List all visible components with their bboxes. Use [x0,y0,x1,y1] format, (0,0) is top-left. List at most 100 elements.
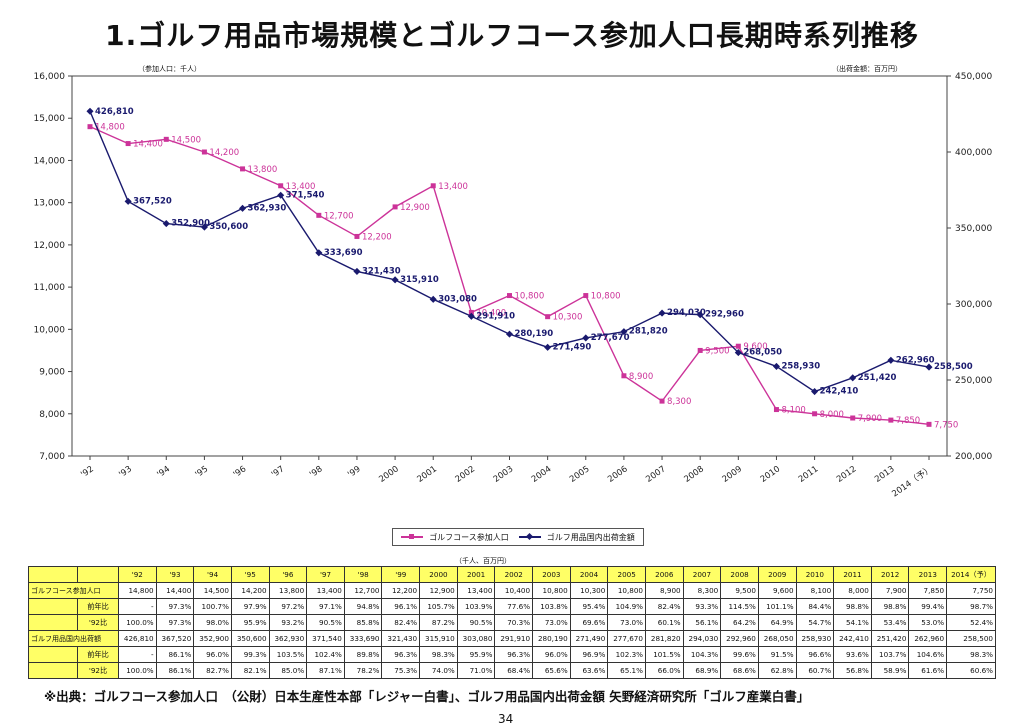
table-cell: 96.3% [381,646,421,663]
participants-point [354,233,360,239]
table-header-cell: '96 [268,566,308,583]
table-cell: 53.4% [870,614,910,631]
table-cell: 102.3% [607,646,646,663]
table-cell: 104.3% [682,646,722,663]
table-cell: 86.1% [155,646,195,663]
table-cell: 56.8% [833,662,872,679]
table-cell: 65.6% [532,662,571,679]
table-cell: 97.3% [155,598,195,615]
table-cell: 9,500 [720,582,759,599]
participants-point [735,343,741,349]
table-cell: 82.7% [193,662,232,679]
table-header-cell: 2001 [456,566,496,583]
table-cell: 99.6% [720,646,759,663]
table-row-sublabel: '92比 [77,662,119,679]
right-axis-unit: （出荷金額：百万円） [832,65,902,73]
table-cell: 12,200 [381,582,421,599]
shipments-data-label: 258,930 [781,361,820,371]
table-cell: 60.1% [644,614,684,631]
table-header-cell: 2011 [833,566,872,583]
x-axis-tick-label: 2005 [568,464,591,485]
table-cell: 105.7% [419,598,458,615]
right-axis-tick-label: 250,000 [955,376,992,386]
participants-point [773,407,779,413]
table-cell: 77.6% [494,598,534,615]
table-cell: 242,410 [833,630,872,647]
table-header-cell: 2005 [607,566,646,583]
participants-point [163,136,169,142]
table-row-sublabel: '92比 [77,614,119,631]
shipments-data-label: 350,600 [209,222,248,232]
left-axis-tick-label: 11,000 [34,283,66,293]
right-axis-tick-label: 400,000 [955,148,992,158]
table-cell: 8,300 [682,582,722,599]
shipments-data-label: 268,050 [743,348,782,358]
shipments-data-label: 280,190 [515,329,554,339]
table-cell: 262,960 [908,630,948,647]
table-cell: 8,000 [833,582,872,599]
table-cell: 362,930 [268,630,308,647]
shipments-point [505,330,514,338]
table-cell: 103.8% [532,598,571,615]
shipments-data-label: 294,030 [667,308,706,318]
table-cell: 98.7% [946,598,996,615]
table-cell: 98.3% [946,646,996,663]
table-cell: 100.0% [118,662,157,679]
table-cell: 58.9% [870,662,910,679]
x-axis-tick-label: 2002 [454,464,477,485]
shipments-point [582,334,590,342]
table-row-label [28,662,78,679]
table-cell: 60.6% [946,662,996,679]
shipments-data-label: 292,960 [705,310,744,320]
table-cell: 54.7% [795,614,835,631]
left-axis-tick-label: 8,000 [39,410,65,420]
table-row-label [28,646,78,663]
participants-point [507,293,512,299]
participants-data-label: 8,000 [820,410,844,420]
table-cell: 99.4% [908,598,948,615]
table-cell: 426,810 [118,630,157,647]
table-cell: 281,820 [644,630,684,647]
table-unit: （千人、百万円） [455,557,511,565]
shipments-point [391,276,399,284]
shipments-point [353,267,361,275]
x-axis-tick-label: 2009 [721,464,744,485]
left-axis-unit: （参加人口：千人） [138,65,201,73]
table-cell: 258,930 [795,630,835,647]
x-axis-tick-label: 2004 [530,464,553,485]
table-cell: 280,190 [532,630,571,647]
table-header-cell: 2013 [908,566,948,583]
table-cell: 97.2% [268,598,308,615]
table-cell: 271,490 [569,630,609,647]
table-header-cell: 2008 [720,566,759,583]
table-cell: 63.6% [569,662,609,679]
participants-data-label: 12,700 [324,211,354,221]
participants-data-label: 10,300 [553,313,583,323]
participants-point [430,183,436,189]
table-header-cell: 2000 [419,566,458,583]
table-header-row: '92'93'94'95'96'97'98'99 2000 2001 2002 2003… [28,566,996,583]
data-table: '92'93'94'95'96'97'98'99 2000 2001 2002 2003… [28,566,996,679]
shipments-point [162,220,170,228]
participants-data-label: 9,500 [705,346,729,356]
table-cell: 268,050 [757,630,797,647]
left-axis-tick-label: 10,000 [34,325,66,335]
participants-point [659,398,665,404]
table-cell: 93.2% [268,614,308,631]
table-row-label [28,598,78,615]
table-cell: 333,690 [343,630,383,647]
participants-point [201,149,207,155]
table-header-cell: 2007 [682,566,722,583]
participants-point [468,309,474,315]
table-cell: 61.6% [908,662,948,679]
table-cell: 251,420 [870,630,910,647]
table-cell: 10,800 [607,582,646,599]
table-cell: 85.0% [268,662,308,679]
x-axis-tick-label: 2000 [377,464,400,485]
participants-point [278,183,284,189]
table-cell: 90.5% [306,614,345,631]
table-cell: 303,080 [456,630,496,647]
table-cell: 13,400 [306,582,345,599]
table-cell: 104.9% [607,598,646,615]
table-cell: 68.9% [682,662,722,679]
